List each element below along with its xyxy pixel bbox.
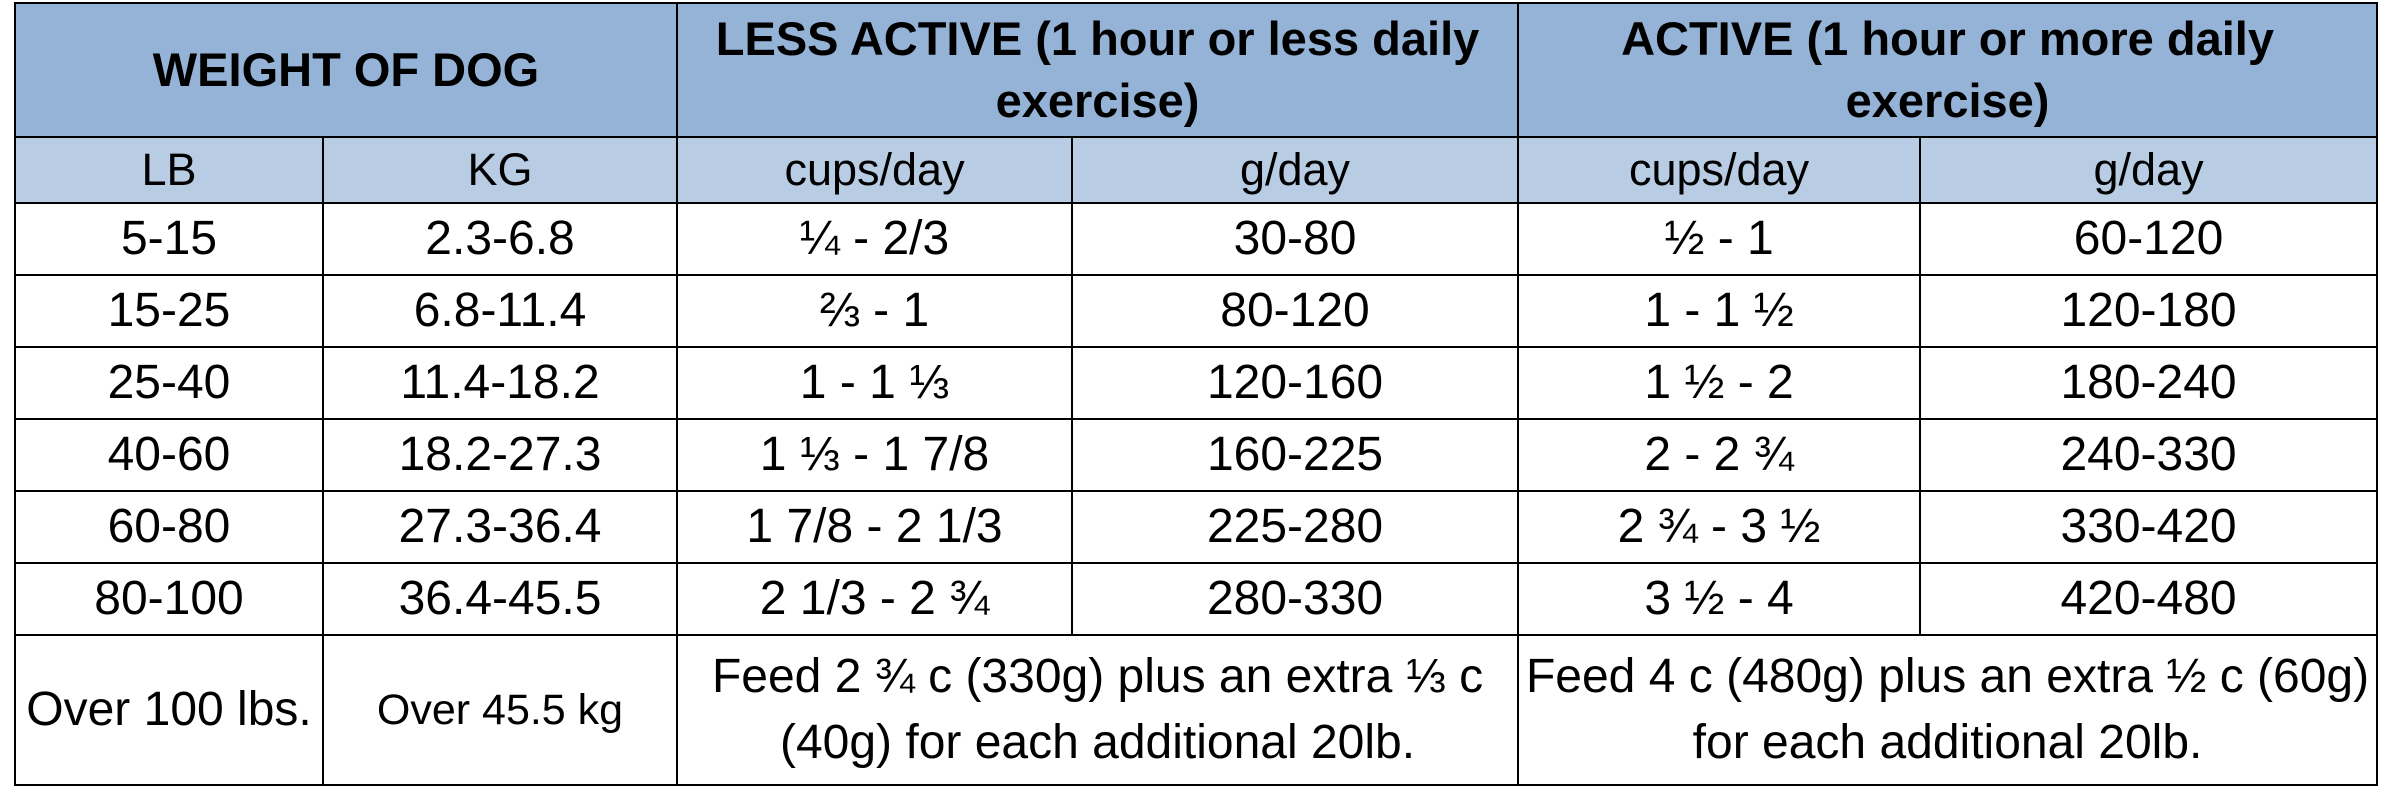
cell-less-active-grams: 160-225 bbox=[1071, 418, 1520, 492]
header-weight-of-dog: WEIGHT OF DOG bbox=[13, 2, 679, 138]
cell-less-active-cups: ¼ - 2/3 bbox=[676, 202, 1074, 276]
cell-kg-over-45: Over 45.5 kg bbox=[321, 634, 679, 786]
subheader-active-cups: cups/day bbox=[1517, 136, 1922, 204]
cell-lb: 5-15 bbox=[14, 202, 324, 276]
cell-kg: 27.3-36.4 bbox=[321, 490, 679, 564]
cell-lb: 40-60 bbox=[14, 418, 324, 492]
subheader-active-grams: g/day bbox=[1919, 136, 2379, 204]
cell-less-active-grams: 120-160 bbox=[1071, 346, 1520, 420]
cell-less-active-cups: 1 ⅓ - 1 7/8 bbox=[676, 418, 1074, 492]
cell-active-cups: 1 - 1 ½ bbox=[1517, 274, 1922, 348]
cell-lb: 60-80 bbox=[14, 490, 324, 564]
cell-less-active-cups: 1 - 1 ⅓ bbox=[676, 346, 1074, 420]
cell-active-grams: 330-420 bbox=[1919, 490, 2379, 564]
cell-kg: 36.4-45.5 bbox=[321, 562, 679, 636]
cell-kg: 11.4-18.2 bbox=[321, 346, 679, 420]
subheader-kg: KG bbox=[321, 136, 679, 204]
table-row: 15-25 6.8-11.4 ⅔ - 1 80-120 1 - 1 ½ 120-… bbox=[14, 274, 2379, 348]
cell-kg: 2.3-6.8 bbox=[321, 202, 679, 276]
table-row: 40-60 18.2-27.3 1 ⅓ - 1 7/8 160-225 2 - … bbox=[14, 418, 2379, 492]
subheader-row: LB KG cups/day g/day cups/day g/day bbox=[14, 136, 2379, 204]
cell-active-cups: ½ - 1 bbox=[1517, 202, 1922, 276]
cell-active-grams: 420-480 bbox=[1919, 562, 2379, 636]
cell-active-grams: 120-180 bbox=[1919, 274, 2379, 348]
cell-lb: 80-100 bbox=[14, 562, 324, 636]
cell-active-cups: 2 ¾ - 3 ½ bbox=[1517, 490, 1922, 564]
cell-active-cups: 1 ½ - 2 bbox=[1517, 346, 1922, 420]
cell-less-active-grams: 280-330 bbox=[1071, 562, 1520, 636]
cell-active-instruction: Feed 4 c (480g) plus an extra ½ c (60g) … bbox=[1517, 634, 2379, 786]
cell-less-active-grams: 30-80 bbox=[1071, 202, 1520, 276]
cell-active-grams: 180-240 bbox=[1919, 346, 2379, 420]
subheader-less-active-cups: cups/day bbox=[676, 136, 1074, 204]
cell-less-active-grams: 80-120 bbox=[1071, 274, 1520, 348]
cell-kg: 6.8-11.4 bbox=[321, 274, 679, 348]
cell-active-cups: 2 - 2 ¾ bbox=[1517, 418, 1922, 492]
cell-less-active-grams: 225-280 bbox=[1071, 490, 1520, 564]
cell-lb: 25-40 bbox=[14, 346, 324, 420]
cell-kg: 18.2-27.3 bbox=[321, 418, 679, 492]
cell-active-cups: 3 ½ - 4 bbox=[1517, 562, 1922, 636]
cell-less-active-cups: ⅔ - 1 bbox=[676, 274, 1074, 348]
cell-active-grams: 60-120 bbox=[1919, 202, 2379, 276]
header-row: WEIGHT OF DOG LESS ACTIVE (1 hour or les… bbox=[13, 2, 2379, 138]
feeding-table: WEIGHT OF DOG LESS ACTIVE (1 hour or les… bbox=[13, 2, 2379, 786]
table-row: 25-40 11.4-18.2 1 - 1 ⅓ 120-160 1 ½ - 2 … bbox=[14, 346, 2379, 420]
header-less-active: LESS ACTIVE (1 hour or less daily exerci… bbox=[676, 2, 1520, 138]
cell-lb: 15-25 bbox=[14, 274, 324, 348]
subheader-lb: LB bbox=[14, 136, 324, 204]
table-row: 60-80 27.3-36.4 1 7/8 - 2 1/3 225-280 2 … bbox=[14, 490, 2379, 564]
cell-lb-over-100: Over 100 lbs. bbox=[14, 634, 324, 786]
cell-less-active-instruction: Feed 2 ¾ c (330g) plus an extra ⅓ c (40g… bbox=[676, 634, 1520, 786]
table-row: 80-100 36.4-45.5 2 1/3 - 2 ¾ 280-330 3 ½… bbox=[14, 562, 2379, 636]
table-row-over-100: Over 100 lbs. Over 45.5 kg Feed 2 ¾ c (3… bbox=[14, 634, 2379, 786]
subheader-less-active-grams: g/day bbox=[1071, 136, 1520, 204]
table-row: 5-15 2.3-6.8 ¼ - 2/3 30-80 ½ - 1 60-120 bbox=[14, 202, 2379, 276]
cell-less-active-cups: 2 1/3 - 2 ¾ bbox=[676, 562, 1074, 636]
header-active: ACTIVE (1 hour or more daily exercise) bbox=[1517, 2, 2379, 138]
cell-less-active-cups: 1 7/8 - 2 1/3 bbox=[676, 490, 1074, 564]
cell-active-grams: 240-330 bbox=[1919, 418, 2379, 492]
feeding-chart: WEIGHT OF DOG LESS ACTIVE (1 hour or les… bbox=[13, 2, 2379, 792]
